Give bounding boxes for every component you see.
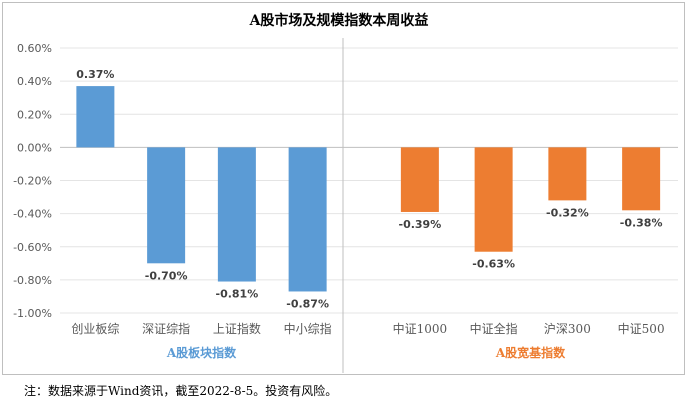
y-tick-label: -0.60% <box>13 241 52 254</box>
bar <box>147 147 186 264</box>
y-tick-label: -0.40% <box>13 208 52 221</box>
category-label: 中小综指 <box>284 321 332 336</box>
category-labels: 创业板综 深证综指 上证指数 中小综指 中证1000 中证全指 沪深300 中证500 <box>71 321 664 336</box>
y-tick-label: -0.80% <box>13 274 52 287</box>
bar <box>622 147 661 211</box>
y-tick-label: -0.20% <box>13 175 52 188</box>
bar <box>76 86 115 148</box>
category-label: 深证综指 <box>142 321 190 336</box>
category-label: 中证1000 <box>393 321 448 336</box>
group-labels: A股板块指数 A股宽基指数 <box>166 345 566 360</box>
bar <box>474 147 513 252</box>
data-label: -0.38% <box>620 216 663 229</box>
data-label: 0.37% <box>76 68 114 81</box>
y-tick-label: 0.00% <box>17 141 52 154</box>
bars <box>76 86 661 292</box>
category-label: 创业板综 <box>71 322 119 336</box>
data-label: -0.32% <box>546 206 589 219</box>
data-label: -0.70% <box>145 269 188 282</box>
group-label: A股宽基指数 <box>495 345 566 360</box>
category-label: 沪深300 <box>544 322 591 336</box>
category-label: 上证指数 <box>213 321 261 336</box>
data-label: -0.39% <box>399 218 442 231</box>
y-axis: 0.60% 0.40% 0.20% 0.00% -0.20% -0.40% -0.60% -0… <box>13 42 52 320</box>
y-tick-label: 0.60% <box>17 42 52 55</box>
category-label: 中证500 <box>618 321 665 336</box>
category-label: 中证全指 <box>470 321 518 336</box>
chart-frame: A股市场及规模指数本周收益 0.60% 0.40% 0.20% 0.00% -0.20%… <box>2 2 685 375</box>
group-label: A股板块指数 <box>166 345 237 360</box>
bar <box>400 147 439 212</box>
y-tick-label: 0.40% <box>17 75 52 88</box>
data-labels: 0.37% -0.70% -0.81% -0.87% -0.39% -0.63% -0.32… <box>76 68 662 310</box>
footnote: 注：数据来源于Wind资讯，截至2022-8-5。投资有风险。 <box>24 384 338 398</box>
y-tick-label: -1.00% <box>13 307 52 320</box>
bar <box>548 147 587 201</box>
data-label: -0.81% <box>216 288 259 301</box>
y-tick-label: 0.20% <box>17 108 52 121</box>
bar <box>288 147 327 292</box>
data-label: -0.87% <box>286 297 329 310</box>
bar-chart: A股市场及规模指数本周收益 0.60% 0.40% 0.20% 0.00% -0.20%… <box>13 12 678 373</box>
bar <box>217 147 256 282</box>
chart-title: A股市场及规模指数本周收益 <box>249 12 429 29</box>
data-label: -0.63% <box>472 258 515 271</box>
